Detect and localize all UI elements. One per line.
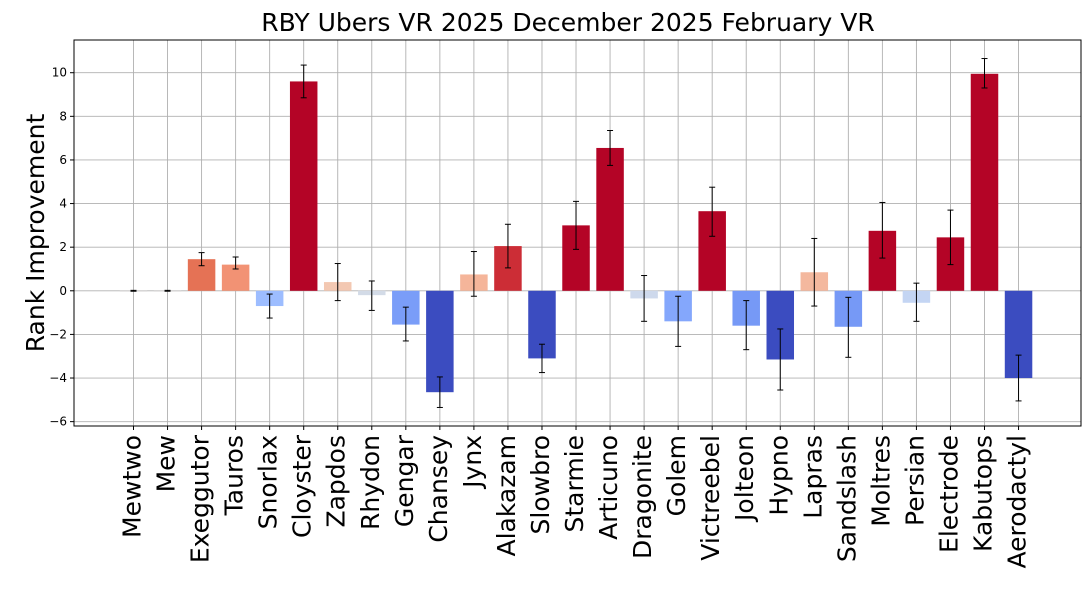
x-tick-label: Jynx — [458, 435, 487, 490]
x-tick-label: Lapras — [798, 435, 827, 519]
x-tick-label: Slowbro — [526, 435, 555, 534]
y-axis-label: Rank Improvement — [21, 114, 50, 353]
x-tick-layer: Mewtwo Mew Exeggutor Tauros Snorlax Cloyster Z… — [118, 426, 1032, 569]
y-tick-label: −4 — [49, 371, 67, 385]
x-tick-label: Jolteon — [730, 435, 759, 523]
x-tick-label: Exeggutor — [186, 434, 215, 563]
x-tick-label: Mewtwo — [118, 435, 147, 538]
x-tick-label: Aerodactyl — [1003, 435, 1032, 569]
x-tick-label: Starmie — [560, 435, 589, 533]
y-tick-label: 2 — [59, 240, 67, 254]
x-tick-label: Alakazam — [492, 435, 521, 557]
x-tick-label: Rhydon — [356, 435, 385, 530]
y-tick-label: 6 — [59, 153, 67, 167]
x-tick-label: Tauros — [220, 435, 249, 516]
x-tick-label: Sandslash — [832, 435, 861, 562]
x-tick-label: Persian — [900, 435, 929, 526]
x-tick-label: Dragonite — [628, 435, 657, 559]
chart-title: RBY Ubers VR 2025 December 2025 February… — [261, 8, 875, 37]
bar-cloyster — [289, 81, 318, 291]
y-tick-label: 0 — [59, 284, 67, 298]
x-tick-label: Gengar — [390, 434, 419, 527]
bar-chansey — [426, 290, 454, 393]
y-tick-label: 4 — [59, 197, 67, 211]
x-tick-label: Hypno — [764, 435, 793, 516]
x-tick-label: Golem — [662, 435, 691, 516]
x-tick-label: Electrode — [934, 435, 963, 553]
x-tick-label: Snorlax — [254, 435, 283, 529]
plot-frame — [73, 39, 1082, 427]
bar-articuno — [596, 147, 624, 291]
bar-kabutops — [970, 73, 999, 291]
x-tick-label: Chansey — [424, 435, 453, 543]
x-tick-label: Zapdos — [322, 435, 351, 528]
y-tick-label: −2 — [49, 327, 67, 341]
x-tick-label: Cloyster — [288, 434, 317, 538]
y-tick-label: −6 — [49, 415, 67, 429]
error-bars-layer — [130, 58, 1022, 408]
x-tick-label: Victreebel — [696, 435, 725, 561]
x-tick-label: Kabutops — [969, 435, 998, 552]
y-tick-label: 8 — [59, 109, 67, 123]
x-tick-label: Articuno — [594, 435, 623, 540]
x-tick-label: Moltres — [866, 435, 895, 527]
y-tick-layer: −6 −4 −2 0 2 4 6 8 10 — [49, 66, 74, 429]
x-tick-label: Mew — [152, 435, 181, 492]
y-tick-label: 10 — [52, 66, 67, 80]
